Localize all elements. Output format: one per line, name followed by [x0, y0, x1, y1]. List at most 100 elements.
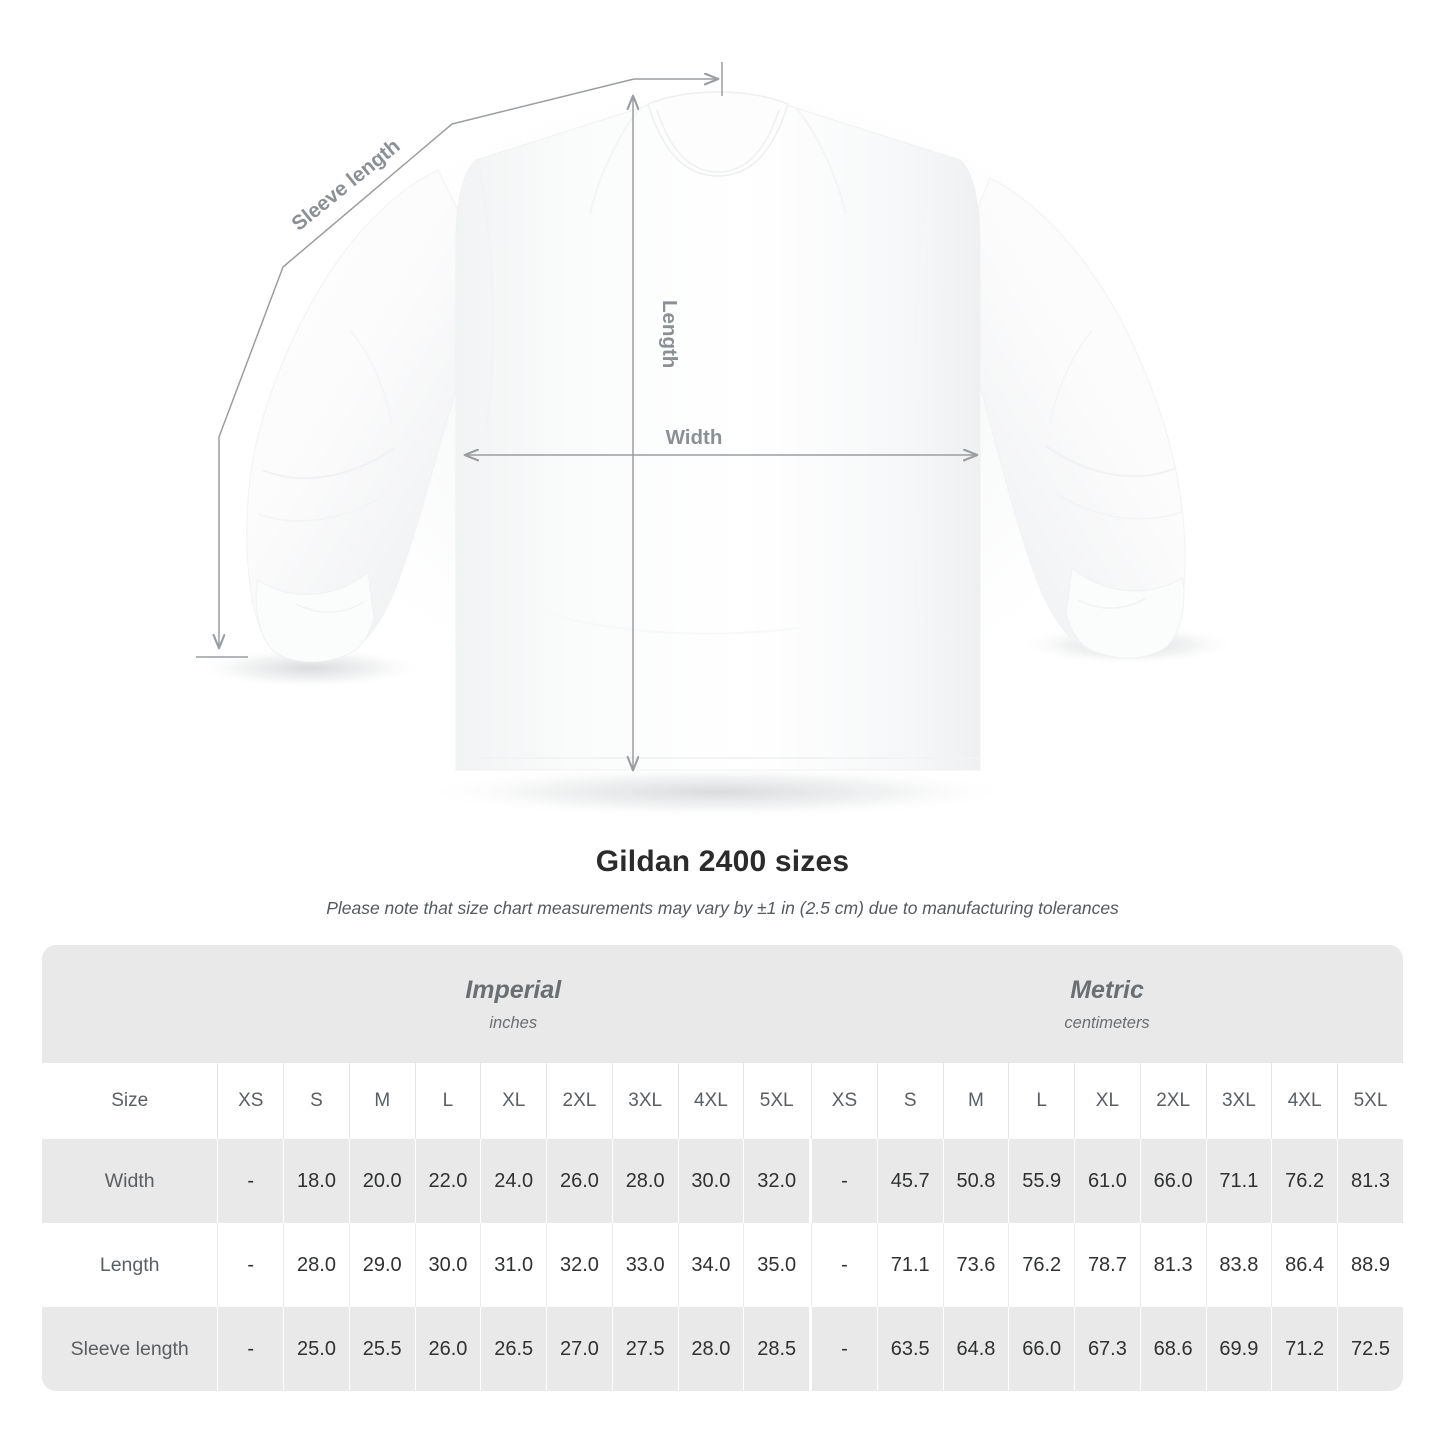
cell-metric-width-4xl: 76.2	[1271, 1139, 1337, 1223]
size-header-metric-s: S	[876, 1063, 943, 1139]
size-header-row: Size XS S M L XL 2XL 3XL 4XL 5XL XS S M L XL 2XL 3XL 4XL 5…	[42, 1063, 1403, 1139]
unit-header-imperial: Imperial inches	[217, 945, 810, 1063]
cell-metric-length-2xl: 81.3	[1139, 1223, 1206, 1307]
cell-metric-length-5xl: 88.9	[1336, 1223, 1403, 1307]
cell-metric-length-xl: 78.7	[1074, 1223, 1140, 1307]
cell-metric-sleeve-length-5xl: 72.5	[1336, 1307, 1403, 1391]
cell-imperial-length-3xl: 33.0	[611, 1223, 678, 1307]
cell-metric-sleeve-length-xs: -	[811, 1307, 877, 1391]
table-row: Length -28.0 29.0 30.0 31.0 32.0 33.0 34.0 35.0-…	[42, 1223, 1403, 1307]
size-header-imperial-s: S	[283, 1063, 349, 1139]
header-size-label: Size	[42, 1063, 218, 1139]
row-label-sleeve-length: Sleeve length	[42, 1307, 218, 1391]
cell-imperial-width-3xl: 28.0	[611, 1139, 678, 1223]
cell-imperial-width-2xl: 26.0	[546, 1139, 612, 1223]
size-header-metric-m: M	[942, 1063, 1009, 1139]
garment-illustration: Sleeve length Length Width	[195, 60, 1238, 818]
cell-metric-width-5xl: 81.3	[1336, 1139, 1403, 1223]
cell-imperial-length-s: 28.0	[283, 1223, 349, 1307]
unit-banner-divider	[809, 945, 812, 1063]
size-header-imperial-5xl: 5XL	[743, 1063, 810, 1139]
size-header-metric-xl: XL	[1074, 1063, 1140, 1139]
title-block: Gildan 2400 sizes Please note that size …	[0, 843, 1445, 919]
cell-imperial-width-s: 18.0	[283, 1139, 349, 1223]
cell-metric-length-m: 73.6	[942, 1223, 1009, 1307]
unit-name-metric: Metric	[1070, 975, 1144, 1004]
cell-imperial-width-5xl: 32.0	[743, 1139, 810, 1223]
width-measure: Width	[465, 426, 977, 455]
cell-imperial-width-l: 22.0	[414, 1139, 481, 1223]
cell-metric-width-xl: 61.0	[1074, 1139, 1140, 1223]
table-row: Sleeve length -25.0 25.5 26.0 26.5 27.0 27.5 28…	[42, 1307, 1403, 1391]
cell-metric-sleeve-length-l: 66.0	[1008, 1307, 1075, 1391]
size-header-imperial-l: L	[414, 1063, 481, 1139]
unit-banner-row: Imperial inches Metric centimeters	[42, 945, 1403, 1063]
unit-banner-spacer	[42, 945, 218, 1063]
unit-header-metric: Metric centimeters	[811, 945, 1403, 1063]
size-header-imperial-xs: XS	[217, 1063, 284, 1139]
cell-imperial-width-xl: 24.0	[480, 1139, 547, 1223]
cell-imperial-length-xl: 31.0	[480, 1223, 547, 1307]
unit-sub-imperial: inches	[489, 1013, 538, 1032]
cell-imperial-sleeve-length-xs: -	[217, 1307, 284, 1391]
cell-imperial-width-4xl: 30.0	[677, 1139, 744, 1223]
row-unit-divider	[809, 1223, 812, 1307]
cell-imperial-sleeve-length-3xl: 27.5	[611, 1307, 678, 1391]
row-label-length: Length	[42, 1223, 218, 1307]
cell-imperial-width-xs: -	[217, 1139, 284, 1223]
row-unit-divider	[809, 1307, 812, 1391]
cell-metric-length-xs: -	[811, 1223, 877, 1307]
cell-imperial-length-2xl: 32.0	[546, 1223, 612, 1307]
size-header-metric-4xl: 4XL	[1271, 1063, 1337, 1139]
cell-metric-sleeve-length-m: 64.8	[942, 1307, 1009, 1391]
length-label: Length	[658, 300, 681, 368]
tolerance-note: Please note that size chart measurements…	[326, 898, 1119, 918]
size-chart-table: Imperial inches Metric centimeters Size XS S M L…	[42, 945, 1403, 1391]
cell-imperial-sleeve-length-4xl: 28.0	[677, 1307, 744, 1391]
size-header-metric-2xl: 2XL	[1139, 1063, 1206, 1139]
size-header-imperial-m: M	[348, 1063, 415, 1139]
unit-sub-metric: centimeters	[1064, 1013, 1150, 1032]
cell-imperial-sleeve-length-xl: 26.5	[480, 1307, 547, 1391]
cell-metric-width-l: 55.9	[1008, 1139, 1075, 1223]
cell-imperial-length-5xl: 35.0	[743, 1223, 810, 1307]
size-header-metric-5xl: 5XL	[1336, 1063, 1403, 1139]
cell-imperial-sleeve-length-2xl: 27.0	[546, 1307, 612, 1391]
cell-imperial-sleeve-length-m: 25.5	[348, 1307, 415, 1391]
cell-metric-width-3xl: 71.1	[1205, 1139, 1272, 1223]
width-label: Width	[666, 426, 723, 449]
cell-metric-sleeve-length-4xl: 71.2	[1271, 1307, 1337, 1391]
cell-metric-width-s: 45.7	[876, 1139, 943, 1223]
cell-imperial-length-l: 30.0	[414, 1223, 481, 1307]
cell-metric-length-4xl: 86.4	[1271, 1223, 1337, 1307]
cell-imperial-sleeve-length-l: 26.0	[414, 1307, 481, 1391]
cell-metric-sleeve-length-2xl: 68.6	[1139, 1307, 1206, 1391]
size-chart-table-wrap: Imperial inches Metric centimeters Size XS S M L…	[42, 945, 1403, 1391]
row-unit-divider	[809, 1139, 812, 1223]
length-measure: Length	[633, 96, 681, 770]
cell-metric-length-s: 71.1	[876, 1223, 943, 1307]
cell-metric-sleeve-length-3xl: 69.9	[1205, 1307, 1272, 1391]
cell-metric-sleeve-length-xl: 67.3	[1074, 1307, 1140, 1391]
unit-name-imperial: Imperial	[465, 975, 562, 1004]
header-unit-divider	[809, 1063, 812, 1139]
size-header-imperial-2xl: 2XL	[546, 1063, 612, 1139]
cell-metric-sleeve-length-s: 63.5	[876, 1307, 943, 1391]
size-header-metric-l: L	[1008, 1063, 1075, 1139]
cell-imperial-sleeve-length-s: 25.0	[283, 1307, 349, 1391]
cell-metric-width-2xl: 66.0	[1139, 1139, 1206, 1223]
row-label-width: Width	[42, 1139, 218, 1223]
size-header-imperial-4xl: 4XL	[677, 1063, 744, 1139]
cell-imperial-length-m: 29.0	[348, 1223, 415, 1307]
cell-metric-length-3xl: 83.8	[1205, 1223, 1272, 1307]
cell-metric-length-l: 76.2	[1008, 1223, 1075, 1307]
page-title: Gildan 2400 sizes	[595, 845, 850, 878]
size-header-imperial-xl: XL	[480, 1063, 547, 1139]
size-header-imperial-3xl: 3XL	[611, 1063, 678, 1139]
size-header-metric-xs: XS	[811, 1063, 877, 1139]
size-header-metric-3xl: 3XL	[1205, 1063, 1272, 1139]
tshirt-graphic	[246, 91, 1186, 771]
cell-metric-width-m: 50.8	[942, 1139, 1009, 1223]
table-row: Width -18.0 20.0 22.0 24.0 26.0 28.0 30.0 32.0-4…	[42, 1139, 1403, 1223]
cell-imperial-width-m: 20.0	[348, 1139, 415, 1223]
